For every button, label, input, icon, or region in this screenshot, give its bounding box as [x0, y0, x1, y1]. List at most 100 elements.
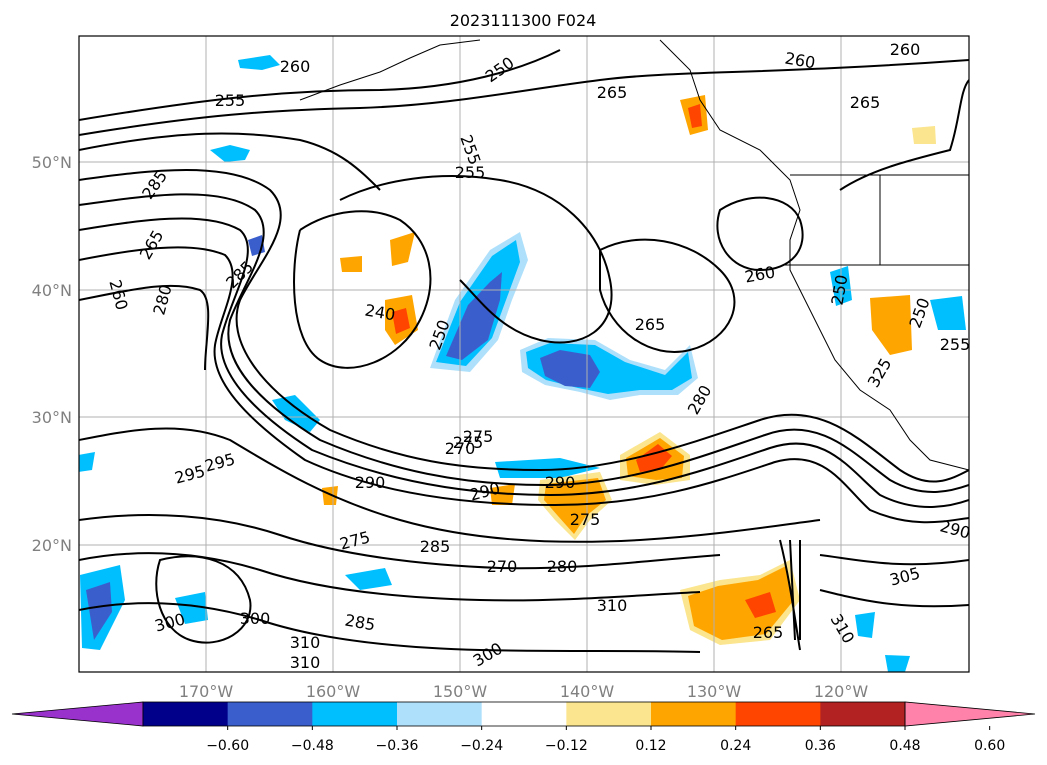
contour-line [716, 196, 804, 272]
negative-anomaly-patch [79, 452, 95, 472]
contour-lines [79, 49, 969, 653]
colorbar-tick-label: −0.48 [291, 738, 334, 754]
positive-anomaly-patch [544, 478, 606, 534]
positive-anomaly-patch [688, 104, 702, 128]
contour-label: 310 [290, 633, 321, 652]
positive-anomaly-patch [912, 126, 936, 144]
lon-label: 160°W [306, 682, 361, 701]
colorbar-extend-high [904, 701, 1036, 727]
colorbar-segment [312, 702, 398, 726]
colorbar-segment [566, 702, 652, 726]
contour-line [79, 284, 210, 371]
colorbar [11, 701, 1036, 727]
contour-label: 275 [453, 433, 484, 452]
positive-anomaly-patch [490, 484, 515, 505]
contour-line [79, 49, 561, 121]
colorbar-ticks: −0.60 −0.48 −0.36 −0.24 −0.12 0.12 0.24 0.36 0.4… [206, 726, 1005, 754]
contour-line [79, 552, 701, 602]
contour-label: 265 [597, 83, 628, 102]
lon-label: 130°W [687, 682, 742, 701]
negative-anomaly-patch [855, 612, 875, 638]
contour-label: 310 [290, 653, 321, 672]
contour-line [779, 539, 801, 651]
contour-line [79, 514, 721, 570]
positive-anomaly-patch [745, 592, 776, 618]
alaska-coast [299, 39, 481, 101]
figure-title: 2023111300 F024 [450, 11, 597, 30]
negative-anomaly-patch [86, 582, 112, 640]
contour-label: 255 [940, 335, 971, 354]
longitude-labels: 170°W 160°W 150°W 140°W 130°W 120°W [179, 682, 869, 701]
contour-label: 275 [463, 427, 494, 446]
positive-anomaly-patch [340, 256, 362, 272]
contour-label: 260 [890, 40, 921, 59]
contour-line [293, 210, 432, 369]
contour-line [839, 79, 969, 191]
colorbar-tick-label: −0.60 [206, 738, 249, 754]
lat-label: 40°N [32, 281, 72, 300]
colorbar-tick-label: 0.36 [805, 738, 836, 754]
colorbar-tick-label: −0.36 [376, 738, 419, 754]
negative-anomaly-patch [495, 458, 600, 478]
negative-anomaly-patch [930, 296, 966, 330]
contour-label: 265 [850, 93, 881, 112]
latitude-labels: 50°N 40°N 30°N 20°N [32, 153, 72, 555]
negative-anomaly-patch [238, 55, 280, 70]
colorbar-extend-low [11, 701, 144, 727]
contour-label: 270 [487, 557, 518, 576]
negative-anomaly-patch [210, 145, 250, 162]
lon-label: 150°W [433, 682, 488, 701]
lat-label: 20°N [32, 536, 72, 555]
contour-line [79, 59, 969, 136]
contour-label: 270 [445, 439, 476, 458]
contour-line [79, 427, 821, 543]
contour-label: 300 [240, 609, 271, 628]
north-america-coast [659, 39, 969, 471]
contour-label: 265 [753, 623, 784, 642]
map-frame [78, 35, 970, 673]
lat-label: 30°N [32, 408, 72, 427]
contour-line [339, 175, 613, 344]
colorbar-tick-label: 0.48 [889, 738, 920, 754]
contour-label: 290 [355, 473, 386, 492]
positive-anomaly-patch [392, 308, 410, 334]
lon-label: 170°W [179, 682, 234, 701]
positive-anomaly-patch [322, 486, 338, 505]
positive-anomaly-patch [870, 295, 912, 355]
negative-anomaly-patch [885, 655, 910, 672]
contour-line [819, 554, 969, 566]
positive-anomaly-patch [390, 232, 415, 266]
lat-label: 50°N [32, 153, 72, 172]
colorbar-segment [481, 702, 567, 726]
contour-label: 255 [455, 163, 486, 182]
contour-label: 275 [570, 510, 601, 529]
contour-label: 285 [420, 537, 451, 556]
contour-line [79, 217, 969, 508]
shaded-field [79, 55, 966, 672]
negative-anomaly-patch [272, 395, 320, 432]
lon-label: 120°W [814, 682, 869, 701]
contour-label: 260 [280, 57, 311, 76]
colorbar-tick-label: 0.24 [720, 738, 751, 754]
contour-label: 290 [545, 473, 576, 492]
colorbar-segment [227, 702, 313, 726]
contour-line [155, 555, 252, 644]
contour-line [79, 169, 969, 483]
colorbar-tick-label: −0.12 [545, 738, 588, 754]
colorbar-tick-label: 0.12 [635, 738, 666, 754]
lon-label: 140°W [560, 682, 615, 701]
contour-label: 265 [635, 315, 666, 334]
contour-line [79, 193, 969, 493]
colorbar-segment [143, 702, 229, 726]
contour-line [819, 589, 969, 608]
contour-label: 255 [215, 91, 246, 110]
negative-anomaly-patch [345, 568, 392, 590]
negative-anomaly-patch [540, 350, 600, 388]
colorbar-segment [735, 702, 821, 726]
contour-line [599, 238, 736, 353]
colorbar-frame [142, 701, 906, 727]
contour-line [79, 602, 701, 653]
contour-line [79, 246, 969, 524]
coastlines [299, 39, 969, 471]
